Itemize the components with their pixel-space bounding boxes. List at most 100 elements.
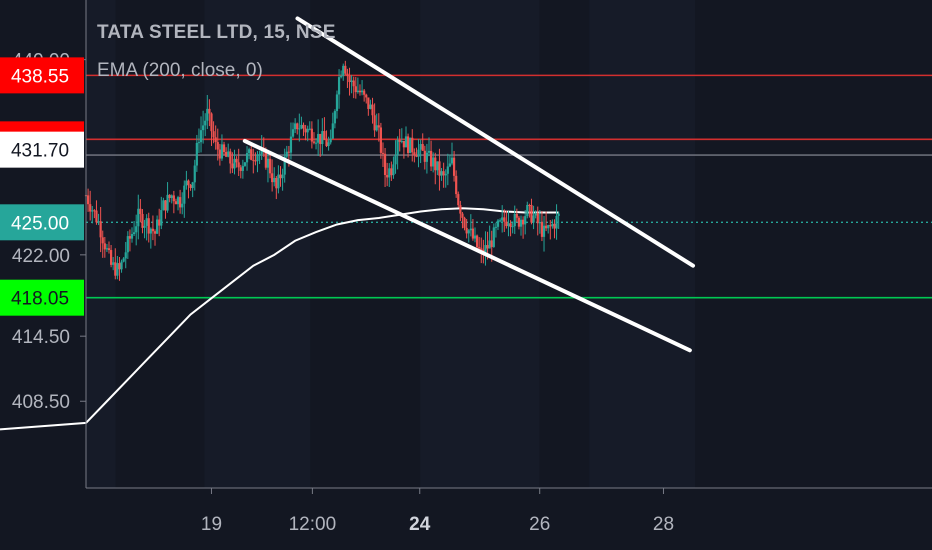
price-label-box-0 [0, 57, 84, 94]
candle-body-77 [245, 153, 249, 163]
candle-body-170 [440, 171, 443, 176]
candle-body-17 [120, 261, 123, 270]
candle-body-104 [302, 124, 305, 129]
candle-body-179 [459, 205, 462, 214]
candle-body-37 [162, 200, 165, 211]
candle-body-18 [122, 258, 125, 262]
candle-body-215 [534, 212, 537, 216]
candle-body-13 [112, 262, 115, 265]
candle-body-134 [365, 94, 368, 98]
candle-body-163 [425, 152, 429, 162]
candle-body-114 [323, 131, 326, 140]
candle-body-199 [501, 217, 504, 221]
candle-body-157 [413, 152, 416, 156]
candle-body-172 [444, 173, 447, 176]
session-band-3 [589, 0, 696, 488]
candle-body-225 [555, 215, 558, 229]
trendline-1[interactable] [242, 138, 692, 353]
candle-body-100 [294, 123, 297, 130]
candle-body-149 [396, 139, 399, 156]
candle-body-180 [461, 213, 464, 218]
candle-body-212 [528, 204, 531, 206]
price-label-box-3 [0, 204, 84, 241]
candle-body-156 [411, 137, 414, 153]
candle-body-226 [557, 213, 560, 216]
candle-body-171 [442, 171, 445, 176]
candle-body-147 [392, 164, 395, 176]
candle-body-79 [250, 149, 253, 160]
candle-body-34 [156, 219, 159, 234]
candle-body-105 [304, 128, 307, 133]
candle-body-197 [496, 220, 500, 227]
candle-body-145 [388, 168, 391, 178]
trendline-0[interactable] [295, 16, 696, 268]
time-axis[interactable]: 19 12:00 24 26 28 [201, 488, 674, 535]
candle-body-115 [325, 139, 328, 147]
candle-body-110 [314, 142, 318, 144]
time-tick-label-4: 28 [653, 514, 674, 535]
candle-body-122 [340, 75, 343, 78]
candle-body-159 [417, 149, 420, 157]
candle-body-2 [89, 204, 92, 212]
candle-body-28 [143, 225, 146, 228]
price-label-box-4 [0, 279, 84, 316]
candle-body-59 [208, 108, 211, 114]
candle-body-98 [289, 136, 293, 153]
candle-body-175 [450, 157, 454, 164]
candle-body-49 [187, 180, 190, 185]
candle-body-88 [268, 158, 272, 174]
candle-body-75 [241, 165, 244, 171]
candle-body-130 [356, 90, 359, 93]
candle-body-217 [538, 222, 541, 224]
candle-body-10 [105, 248, 109, 250]
candle-body-46 [181, 203, 184, 208]
candle-body-71 [233, 158, 236, 169]
candle-body-45 [179, 197, 182, 208]
candle-body-125 [346, 73, 349, 76]
candle-body-139 [375, 125, 378, 131]
candle-body-193 [488, 240, 491, 249]
candle-body-68 [227, 151, 230, 157]
candle-body-155 [409, 137, 412, 153]
candle-body-99 [291, 129, 295, 137]
candle-body-86 [264, 150, 267, 168]
candle-body-44 [176, 197, 180, 205]
horizontal-lines [86, 74, 932, 299]
candle-body-205 [513, 213, 516, 227]
candle-body-181 [463, 217, 466, 228]
candle-body-5 [95, 210, 98, 223]
candle-body-186 [473, 235, 477, 239]
candle-body-33 [153, 231, 157, 234]
candle-body-101 [296, 123, 299, 130]
candle-body-29 [145, 218, 148, 226]
candle-body-35 [158, 219, 161, 226]
candle-body-42 [172, 195, 175, 202]
candle-body-119 [333, 111, 336, 124]
candle-body-89 [271, 173, 274, 183]
candle-body-167 [434, 157, 437, 171]
candle-body-91 [275, 177, 278, 189]
candle-body-106 [306, 128, 309, 133]
candle-body-146 [390, 168, 393, 176]
candle-body-210 [524, 216, 527, 225]
candle-body-118 [331, 123, 334, 139]
candle-body-158 [415, 155, 418, 157]
candle-body-69 [229, 151, 232, 164]
candle-body-50 [189, 184, 192, 188]
ema-indicator-label[interactable]: EMA (200, close, 0) [97, 60, 263, 81]
candle-body-84 [260, 149, 263, 155]
candle-body-208 [519, 219, 523, 227]
candle-body-198 [499, 220, 502, 222]
candle-body-141 [379, 127, 382, 153]
candle-body-150 [398, 139, 401, 142]
candle-body-194 [490, 240, 493, 247]
candle-body-214 [532, 215, 535, 223]
candle-body-160 [419, 144, 422, 150]
candle-body-220 [545, 225, 548, 229]
candle-body-30 [147, 218, 150, 234]
chart-title[interactable]: TATA STEEL LTD, 15, NSE [97, 22, 336, 43]
trendlines[interactable] [242, 16, 696, 353]
candle-body-95 [283, 156, 286, 175]
